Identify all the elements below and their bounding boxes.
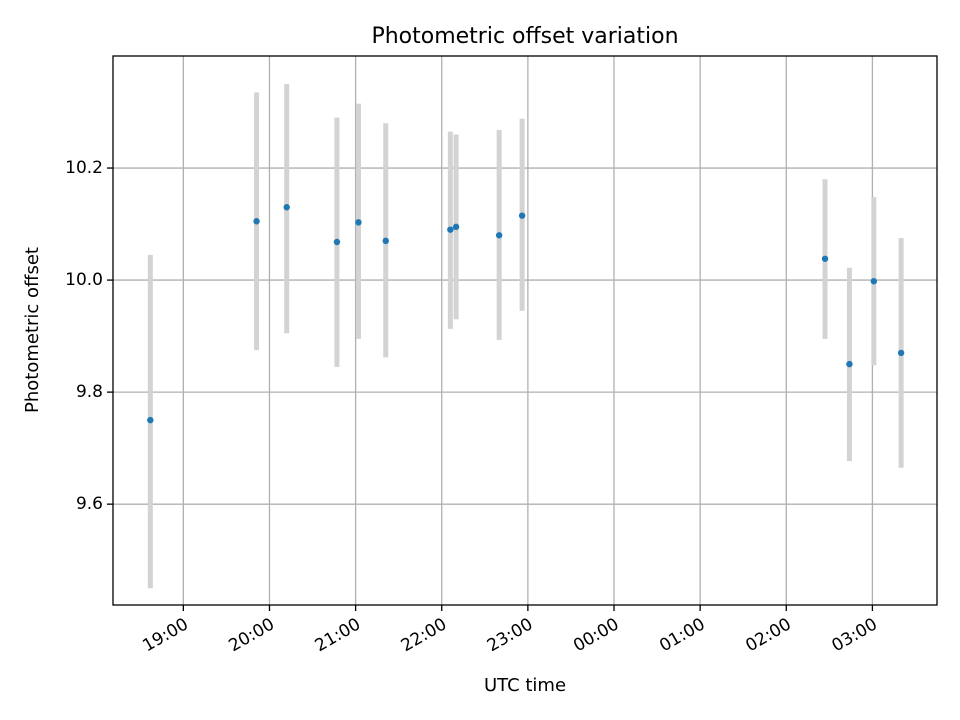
point-layer (147, 204, 905, 424)
y-tick-label: 10.0 (65, 270, 103, 290)
data-point (870, 278, 878, 285)
data-point (253, 218, 260, 225)
data-point (283, 204, 290, 211)
data-point (495, 232, 503, 239)
y-tick-label: 9.8 (76, 382, 103, 402)
y-axis-label: Photometric offset (22, 247, 43, 413)
data-point (897, 349, 905, 357)
data-point (382, 237, 389, 245)
data-point (147, 416, 154, 424)
data-point (518, 212, 526, 219)
grid-layer (113, 56, 937, 605)
data-point (452, 223, 460, 231)
x-axis-label: UTC time (484, 675, 566, 696)
data-point (447, 226, 454, 233)
y-tick-label: 9.6 (76, 494, 103, 514)
data-point (846, 360, 853, 368)
plot-frame (112, 55, 938, 606)
y-tick-label: 10.2 (65, 158, 103, 178)
data-point (821, 255, 829, 262)
chart-title: Photometric offset variation (371, 24, 678, 49)
data-point (355, 219, 362, 226)
data-point (333, 238, 341, 246)
